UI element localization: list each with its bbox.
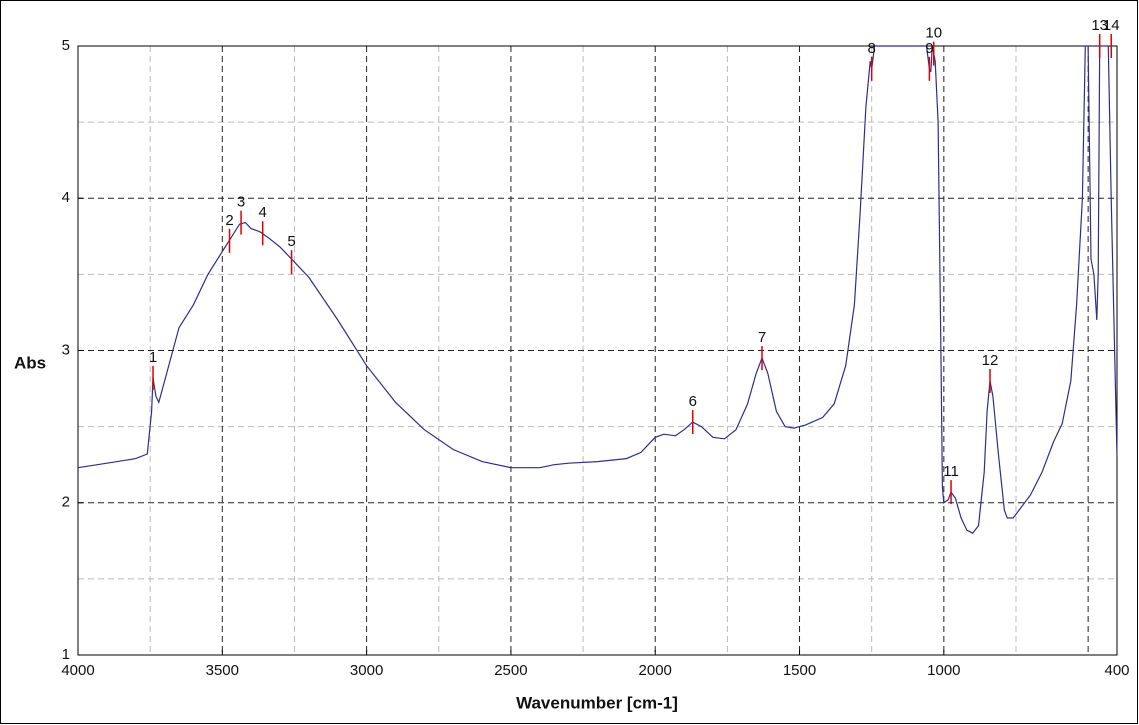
x-tick-label: 400 xyxy=(1104,662,1129,679)
peak-label: 10 xyxy=(925,25,942,42)
peak-label: 14 xyxy=(1103,17,1120,34)
x-tick-label: 1500 xyxy=(783,662,816,679)
y-tick-label: 5 xyxy=(62,37,70,54)
x-tick-label: 2000 xyxy=(639,662,672,679)
peak-label: 6 xyxy=(689,393,697,410)
y-tick-label: 1 xyxy=(62,646,70,663)
peak-label: 3 xyxy=(237,194,245,211)
peak-label: 9 xyxy=(925,40,933,57)
y-tick-label: 3 xyxy=(62,341,70,358)
x-tick-label: 1000 xyxy=(927,662,960,679)
y-tick-label: 4 xyxy=(62,189,70,206)
peak-label: 12 xyxy=(982,352,999,369)
peak-label: 7 xyxy=(758,329,766,346)
peak-label: 8 xyxy=(868,40,876,57)
x-tick-label: 3000 xyxy=(350,662,383,679)
y-tick-label: 2 xyxy=(62,494,70,511)
peak-label: 11 xyxy=(943,463,959,480)
x-tick-label: 2500 xyxy=(494,662,527,679)
peak-label: 4 xyxy=(259,204,267,221)
peak-label: 5 xyxy=(287,233,295,250)
x-tick-label: 3500 xyxy=(206,662,239,679)
x-tick-label: 4000 xyxy=(61,662,94,679)
spectrum-line xyxy=(77,45,1118,534)
peak-label: 1 xyxy=(149,349,157,366)
peak-label: 2 xyxy=(225,212,233,229)
x-axis-label: Wavenumber [cm-1] xyxy=(516,693,678,712)
peak-label: 13 xyxy=(1091,17,1108,34)
y-axis-label: Abs xyxy=(14,353,46,372)
